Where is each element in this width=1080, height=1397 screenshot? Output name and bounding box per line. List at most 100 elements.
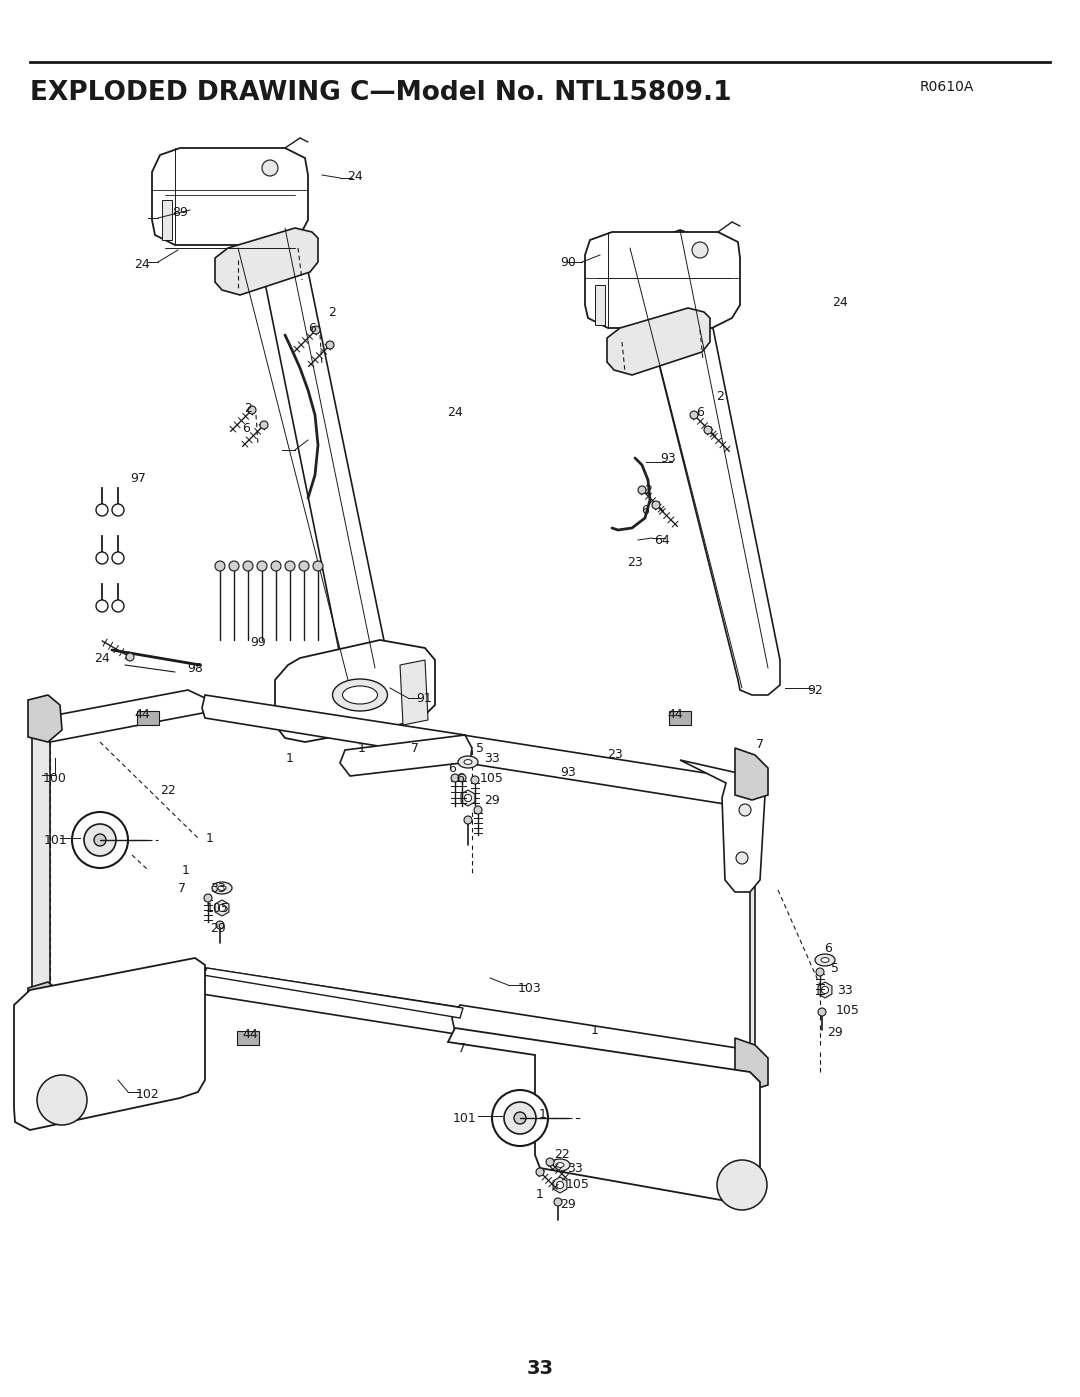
Circle shape [218,904,226,912]
Circle shape [84,824,116,856]
Text: EXPLODED DRAWING C—Model No. NTL15809.1: EXPLODED DRAWING C—Model No. NTL15809.1 [30,80,731,106]
Polygon shape [28,694,62,742]
Circle shape [458,774,465,782]
Text: 99: 99 [251,636,266,648]
Text: 93: 93 [660,451,676,464]
Ellipse shape [458,756,478,768]
Text: 98: 98 [187,662,203,675]
Circle shape [72,812,129,868]
Text: 44: 44 [667,708,683,721]
Ellipse shape [212,882,232,894]
Ellipse shape [556,1162,564,1168]
Polygon shape [448,1028,760,1201]
Circle shape [692,242,708,258]
Circle shape [215,562,225,571]
Text: 101: 101 [44,834,68,847]
Circle shape [735,852,748,863]
Circle shape [112,552,124,564]
Polygon shape [152,148,308,244]
Circle shape [243,562,253,571]
Polygon shape [735,1038,768,1090]
Circle shape [492,1090,548,1146]
Polygon shape [735,747,768,800]
Polygon shape [275,640,435,742]
Circle shape [504,1102,536,1134]
Circle shape [464,795,472,802]
Ellipse shape [821,957,829,963]
Text: 92: 92 [807,683,823,697]
Text: 1: 1 [359,742,366,754]
Circle shape [822,986,828,993]
Text: 6: 6 [697,405,704,419]
Polygon shape [457,735,755,807]
Circle shape [464,816,472,824]
Circle shape [546,1158,554,1166]
Circle shape [717,1160,767,1210]
Circle shape [536,1168,544,1176]
Circle shape [204,894,212,902]
Text: 44: 44 [134,708,150,721]
Text: 91: 91 [416,692,432,704]
Circle shape [451,774,459,782]
Circle shape [37,1076,87,1125]
Text: 23: 23 [607,749,623,761]
Polygon shape [30,968,210,1023]
Text: 44: 44 [242,1028,258,1042]
Text: 89: 89 [172,205,188,218]
Text: 33: 33 [567,1161,583,1175]
Polygon shape [607,307,710,374]
Text: 1: 1 [183,863,190,876]
Polygon shape [400,659,428,725]
Polygon shape [553,1178,567,1193]
Circle shape [299,562,309,571]
Text: 2: 2 [644,483,652,496]
Text: 105: 105 [836,1003,860,1017]
Circle shape [271,562,281,571]
Circle shape [312,326,320,334]
Text: 29: 29 [561,1199,576,1211]
Circle shape [652,502,660,509]
Text: 6: 6 [642,503,649,517]
Text: 100: 100 [43,771,67,785]
Text: 93: 93 [561,766,576,778]
Polygon shape [202,694,470,760]
Text: 101: 101 [454,1112,477,1125]
Text: 6: 6 [824,942,832,954]
Text: 24: 24 [447,405,463,419]
Text: 64: 64 [654,534,670,546]
Circle shape [96,504,108,515]
Text: 1: 1 [286,752,294,764]
Text: 105: 105 [566,1179,590,1192]
Text: 5: 5 [831,961,839,975]
Text: 24: 24 [832,296,848,309]
Polygon shape [595,285,605,326]
Text: 29: 29 [827,1025,842,1038]
Ellipse shape [815,954,835,965]
Text: 90: 90 [561,256,576,268]
Circle shape [818,1009,826,1016]
Text: 2: 2 [244,401,252,415]
Text: 6: 6 [448,761,456,774]
Circle shape [474,806,482,814]
Circle shape [112,599,124,612]
Polygon shape [162,200,172,240]
Text: 102: 102 [136,1088,160,1101]
Text: 33: 33 [211,882,226,894]
Polygon shape [215,228,318,295]
Circle shape [229,562,239,571]
Polygon shape [585,232,740,328]
Text: 1: 1 [536,1189,544,1201]
Ellipse shape [342,686,378,704]
Circle shape [739,805,751,816]
Polygon shape [30,690,208,742]
Text: 2: 2 [716,390,724,402]
Text: 105: 105 [206,901,230,915]
Text: 29: 29 [484,793,500,806]
Text: R0610A: R0610A [920,80,974,94]
Text: 1: 1 [539,1108,546,1122]
Polygon shape [453,1004,755,1078]
Text: 7: 7 [458,1042,465,1055]
Polygon shape [32,735,50,1020]
Ellipse shape [218,886,226,890]
Text: 7: 7 [756,739,764,752]
